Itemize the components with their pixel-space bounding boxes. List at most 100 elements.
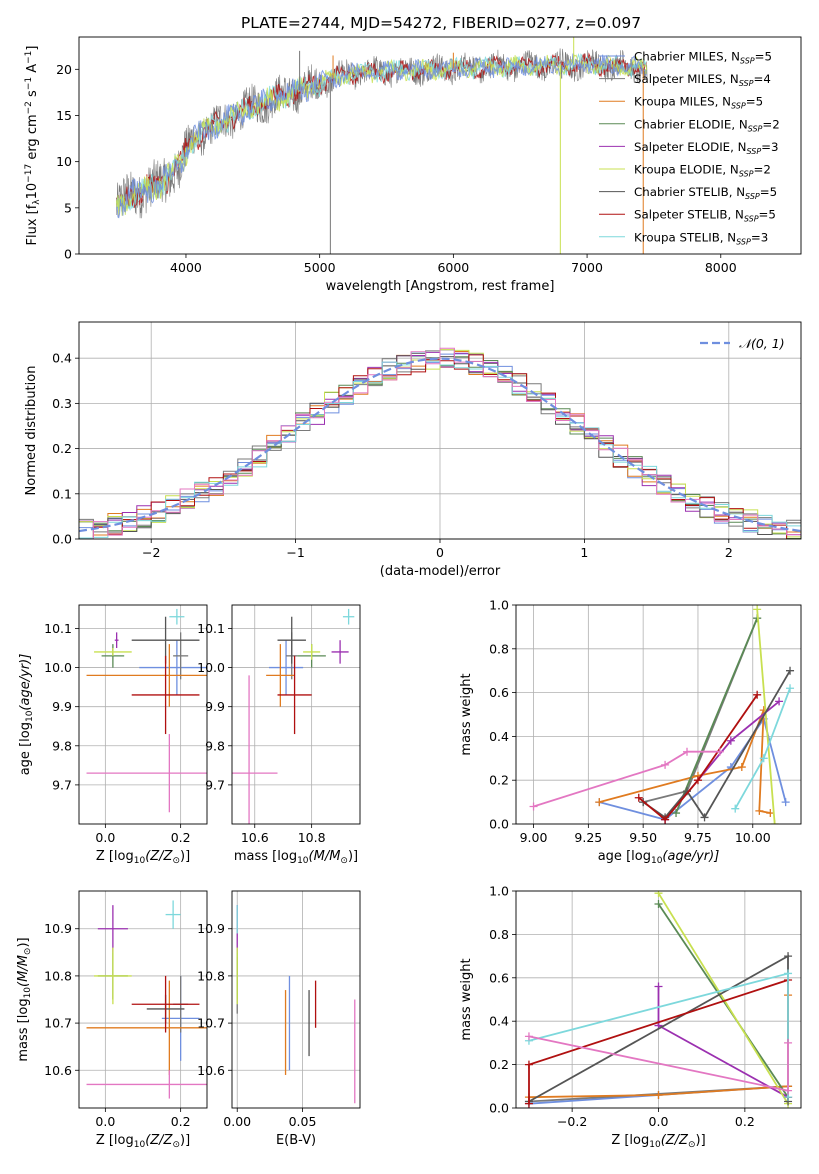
axis-ticks: −2 −1 0 1 2 0.0 0.1 0.2 0.3 0.4 [52,351,733,560]
histogram-step [79,351,801,539]
histogram-step [79,347,801,539]
label-part: )] [180,849,190,864]
mass-vs-ebv-panel: 0.00 0.05 10.6 10.7 10.8 10.9 E(B-V) [197,890,361,1148]
y-tick-label: 0.3 [52,396,72,411]
y-tick-label: 10.6 [197,1063,225,1078]
error-point [277,616,306,664]
weight-marker [595,798,604,807]
y-tick-label: 0 [64,247,72,262]
x-tick-label: 10.6 [241,830,269,845]
y-tick-label: 10.0 [44,660,72,675]
x-tick-label: 6000 [437,260,469,275]
error-point [86,980,207,1075]
x-tick-label: 5000 [304,260,336,275]
weight-marker [654,982,663,991]
label-part: 10 [25,710,35,722]
x-tick-label: 0.0 [649,1114,669,1129]
label-part: (Z/Z [145,849,173,864]
x-tick-label: 0.0 [95,830,115,845]
x-tick-label: 0.2 [171,830,191,845]
age-vs-mass-panel: 10.6 10.8 9.7 9.8 9.9 10.0 10.1 mass [log10(M/M… [197,604,361,866]
plot-area [86,900,207,1099]
label-part: SSP [744,215,759,224]
label-part: mass weight [459,673,474,755]
weight-marker [524,1032,533,1041]
spectrum-panel: 4000 5000 6000 7000 8000 0 5 10 15 20 wavelength [… [24,36,802,294]
y-axis-label: mass weight [459,958,474,1040]
error-point [268,640,304,695]
weight-line [675,617,759,814]
legend-label: Chabrier MILES, NSSP=5 [634,50,772,66]
x-tick-label: 7000 [571,260,603,275]
residual-histogram-panel: −2 −1 0 1 2 0.0 0.1 0.2 0.3 0.4 (data-model)/error… [24,321,802,579]
label-part: 10 [651,856,663,866]
axes-frame [515,604,802,825]
weight-series [529,747,724,811]
label-part: Kroupa MILES, N [634,95,731,109]
y-tick-label: 10.8 [44,968,72,983]
axes-frame [231,890,361,1109]
weight-marker [784,969,793,978]
spectrum-line [115,54,648,216]
x-tick-label: 1 [580,545,588,560]
error-point [94,648,132,656]
mass-weight-vs-metallicity-panel: −0.2 0.0 0.2 0.0 0.2 0.4 0.6 0.8 1.0 Z [log10(Z/Z… [459,884,802,1150]
label-part: Kroupa ELODIE, N [634,163,739,177]
weight-marker [759,754,768,763]
label-part: =5 [759,208,776,222]
y-tick-label: 0.8 [489,927,509,942]
label-part: 10 [23,987,33,999]
figure-title: PLATE=2744, MJD=54272, FIBERID=0277, z=0… [241,14,641,32]
axis-ticks: 4000 5000 6000 7000 8000 0 5 10 15 20 [56,62,737,275]
weight-series [654,891,793,1108]
label-part: (M/M [309,849,341,864]
y-tick-label: 1.0 [489,884,509,899]
label-part: =4 [753,72,770,86]
x-axis-label: mass [log10(M/M⊙)] [234,849,358,866]
label-part: Kroupa STELIB, N [634,230,736,244]
spectrum-line [116,53,648,219]
x-tick-label: 0.05 [289,1114,317,1129]
error-point [114,632,119,649]
y-axis-label: Flux [fλ10−17 erg cm−2 s−1 A−1] [24,46,42,246]
error-point [139,640,207,695]
label-part: mass [log [16,998,31,1061]
label-part: Normed distribution [24,366,39,496]
mass-vs-metallicity-panel: 0.0 0.210.610.710.810.9Z [log10(Z/Z⊙)]mas… [16,890,208,1150]
label-part: (age/yr)] [18,654,33,711]
y-tick-label: 5 [64,200,72,215]
label-part: age [log [18,722,33,775]
x-axis-label: Z [log10(Z/Z⊙)] [96,1133,190,1150]
y-axis-label: age [log10(age/yr)] [18,654,35,776]
label-part: ⊙ [172,1140,180,1150]
label-part: mass [log [234,849,297,864]
label-part: Z [log [96,849,134,864]
legend-label: Salpeter MILES, NSSP=4 [634,72,771,88]
weight-series [753,605,779,824]
gaussian-curve [79,357,801,533]
x-tick-label: 9.25 [574,830,602,845]
label-part: =5 [760,185,777,199]
x-tick-label: 0 [436,545,444,560]
error-point [303,644,321,660]
label-part: (Z/Z [145,1133,173,1148]
error-point [86,644,207,707]
weight-marker [753,690,762,699]
x-axis-label: Z [log10(Z/Z⊙)] [611,1133,705,1150]
error-point [169,608,185,625]
error-point [232,675,278,824]
y-tick-label: 10.1 [197,621,225,636]
label-part: =5 [755,50,772,64]
label-part: Z [log [96,1133,134,1148]
axis-ticks: 0.00 0.05 10.6 10.7 10.8 10.9 [197,921,316,1129]
weight-marker [731,804,740,813]
weight-marker [524,1099,533,1108]
weight-marker [781,798,790,807]
plot-area [115,37,648,254]
weight-marker [784,952,793,961]
error-point [131,975,200,1033]
x-tick-label: 2 [725,545,733,560]
axes-frame [78,890,208,1109]
legend-label: Kroupa ELODIE, NSSP=2 [634,163,771,179]
label-part: age [log [598,849,651,864]
